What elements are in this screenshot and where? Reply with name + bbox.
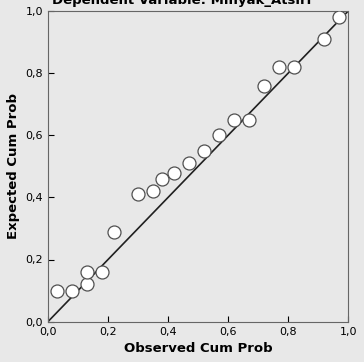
Point — [216, 132, 222, 138]
Point — [231, 117, 237, 123]
Point — [135, 191, 141, 197]
Point — [291, 64, 297, 70]
Point — [201, 148, 207, 153]
X-axis label: Observed Cum Prob: Observed Cum Prob — [124, 342, 273, 355]
Point — [261, 83, 267, 88]
Point — [321, 36, 327, 42]
Point — [54, 288, 60, 294]
Point — [150, 188, 156, 194]
Text: Dependent Variable: Minyak_Atsiri: Dependent Variable: Minyak_Atsiri — [52, 0, 312, 7]
Point — [111, 229, 117, 235]
Point — [84, 269, 90, 275]
Point — [186, 160, 192, 166]
Point — [69, 288, 75, 294]
Point — [84, 282, 90, 287]
Point — [99, 269, 105, 275]
Y-axis label: Expected Cum Prob: Expected Cum Prob — [7, 93, 20, 239]
Point — [171, 170, 177, 176]
Point — [276, 64, 282, 70]
Point — [246, 117, 252, 123]
Point — [159, 176, 165, 182]
Point — [336, 14, 342, 20]
